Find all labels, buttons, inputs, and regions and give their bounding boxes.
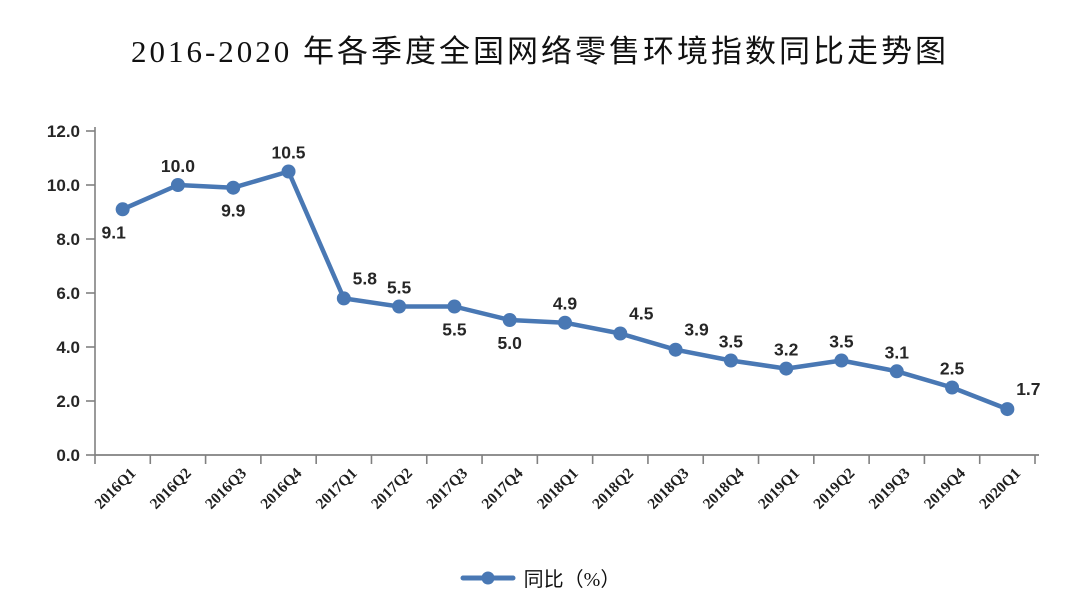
- y-tick-label: 6.0: [56, 284, 80, 303]
- legend-line-marker-icon: [460, 571, 516, 584]
- y-tick-label: 10.0: [47, 176, 80, 195]
- data-point-2018Q4: [723, 353, 738, 368]
- data-label: 5.5: [387, 278, 412, 298]
- data-label: 5.8: [353, 268, 378, 288]
- data-point-2019Q3: [889, 364, 904, 379]
- legend-label: 同比（%）: [523, 569, 621, 591]
- data-label: 5.0: [498, 333, 523, 353]
- x-tick-label: 2016Q1: [92, 465, 140, 513]
- x-tick-label: 2016Q4: [257, 465, 305, 513]
- x-tick-label: 2019Q2: [810, 465, 858, 513]
- data-label: 4.9: [553, 294, 578, 314]
- data-point-2017Q2: [392, 299, 407, 314]
- data-point-2017Q3: [447, 299, 462, 314]
- x-tick-label: 2019Q3: [866, 465, 914, 513]
- x-tick-label: 2016Q3: [202, 465, 250, 513]
- y-tick-label: 0.0: [56, 446, 80, 465]
- chart-title: 2016-2020 年各季度全国网络零售环境指数同比走势图: [130, 34, 950, 69]
- x-tick-label: 2017Q2: [368, 465, 416, 513]
- data-point-2016Q2: [170, 178, 185, 192]
- data-label: 9.1: [101, 222, 126, 242]
- y-tick-label: 2.0: [56, 392, 80, 411]
- data-point-2019Q4: [945, 380, 960, 395]
- data-label: 3.9: [684, 320, 709, 340]
- data-point-2017Q4: [502, 313, 517, 327]
- data-point-2016Q3: [226, 180, 241, 195]
- data-point-2020Q1: [1000, 402, 1015, 417]
- x-tick-label: 2019Q1: [755, 465, 803, 513]
- data-point-2016Q4: [281, 164, 296, 179]
- data-label: 10.5: [271, 143, 305, 163]
- chart-legend: 同比（%）: [0, 563, 1080, 592]
- x-tick-label: 2019Q4: [921, 465, 969, 513]
- data-point-2017Q1: [336, 291, 351, 306]
- legend-marker-dot: [481, 571, 495, 584]
- data-label: 3.5: [719, 332, 744, 352]
- data-label: 3.1: [885, 342, 910, 362]
- data-point-2019Q1: [779, 361, 794, 376]
- x-tick-label: 2018Q3: [644, 465, 692, 513]
- x-tick-label: 2018Q4: [700, 465, 748, 513]
- y-tick-label: 8.0: [56, 230, 80, 249]
- x-tick-label: 2018Q2: [589, 465, 637, 513]
- y-tick-label: 12.0: [47, 122, 80, 141]
- data-point-2018Q3: [668, 342, 683, 357]
- x-tick-label: 2017Q1: [313, 465, 361, 513]
- data-point-2016Q1: [115, 202, 130, 217]
- data-point-2019Q2: [834, 353, 849, 368]
- data-label: 1.7: [1016, 379, 1040, 399]
- data-label: 3.5: [829, 332, 854, 352]
- x-tick-label: 2020Q1: [976, 465, 1024, 513]
- x-tick-label: 2017Q3: [423, 465, 471, 513]
- x-tick-label: 2018Q1: [534, 465, 582, 513]
- data-point-2018Q1: [558, 315, 572, 330]
- data-label: 9.9: [221, 201, 246, 221]
- x-tick-label: 2017Q4: [479, 465, 527, 513]
- x-tick-label: 2016Q2: [147, 465, 195, 513]
- data-label: 3.2: [774, 340, 799, 360]
- y-tick-label: 4.0: [56, 338, 80, 357]
- data-point-2018Q2: [613, 326, 628, 341]
- data-label: 5.5: [442, 320, 467, 340]
- data-label: 10.0: [161, 156, 195, 176]
- data-label: 2.5: [940, 359, 965, 379]
- data-label: 4.5: [629, 304, 654, 324]
- series-line: [120, 169, 1010, 412]
